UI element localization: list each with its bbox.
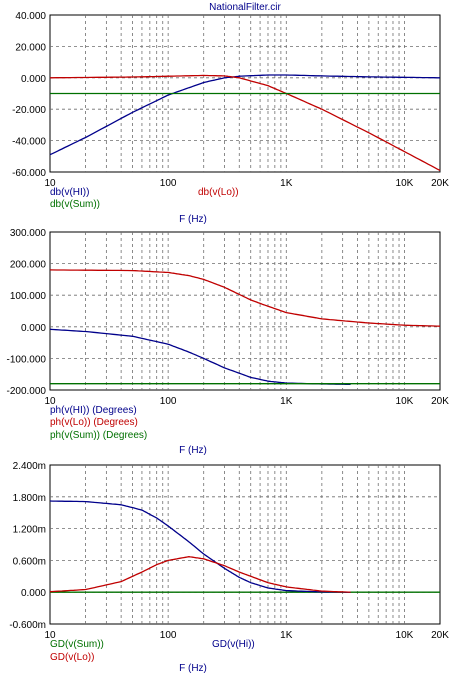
y-tick-label: 100.000 [10, 291, 47, 302]
y-tick-label: 0.000 [21, 74, 46, 85]
plot-frame [49, 231, 441, 391]
window-title: NationalFilter.cir [209, 2, 281, 13]
x-tick-label: 100 [160, 178, 177, 189]
series-line-blue [49, 500, 351, 593]
y-tick-label: -0.600m [9, 620, 46, 631]
legend-entry: db(v(Lo)) [198, 187, 239, 198]
y-tick-label: -40.000 [12, 137, 46, 148]
legend-entry: db(v(Sum)) [50, 199, 100, 210]
y-tick-label: 20.000 [15, 42, 46, 53]
legend-entry: GD(v(Lo)) [50, 652, 94, 663]
y-tick-label: 0.600m [13, 556, 46, 567]
y-tick-label: 40.000 [15, 11, 46, 22]
series-line-red [49, 74, 441, 171]
x-axis-label: F (Hz) [179, 445, 207, 456]
x-tick-label: 10K [396, 178, 414, 189]
plot-panel-1: 40.00020.0000.000-20.000-40.000-60.00010… [12, 11, 449, 225]
x-tick-label: 20K [431, 396, 449, 407]
x-tick-label: 10 [44, 178, 56, 189]
legend-entry: GD(v(Sum)) [50, 639, 104, 650]
series-line-blue [49, 74, 440, 156]
y-tick-label: -60.000 [12, 168, 46, 179]
y-tick-label: -200.000 [7, 386, 47, 397]
legend-entry: ph(v(HI)) (Degrees) [50, 405, 137, 416]
plot-frame [49, 464, 441, 625]
x-tick-label: 100 [160, 396, 177, 407]
x-tick-label: 20K [431, 630, 449, 641]
y-tick-label: 300.000 [10, 228, 47, 239]
y-tick-label: 1.200m [13, 525, 46, 536]
x-tick-label: 10K [396, 630, 414, 641]
y-tick-label: -20.000 [12, 105, 46, 116]
x-tick-label: 10 [44, 396, 56, 407]
y-tick-label: 200.000 [10, 260, 47, 271]
x-axis-label: F (Hz) [179, 214, 207, 225]
legend-entry: GD(v(Hi)) [212, 639, 255, 650]
legend-entry: db(v(HI)) [50, 187, 89, 198]
x-tick-label: 1K [280, 630, 293, 641]
x-tick-label: 10K [396, 396, 414, 407]
x-tick-label: 20K [431, 178, 449, 189]
legend-entry: ph(v(Sum)) (Degrees) [50, 430, 147, 441]
x-tick-label: 10 [44, 630, 56, 641]
x-axis-label: F (Hz) [179, 663, 207, 674]
legend-entry: ph(v(Lo)) (Degrees) [50, 417, 138, 428]
x-tick-label: 1K [280, 396, 293, 407]
y-tick-label: 2.400m [13, 461, 46, 472]
x-tick-label: 100 [160, 630, 177, 641]
y-tick-label: 1.800m [13, 493, 46, 504]
y-tick-label: -100.000 [7, 354, 47, 365]
plot-panel-2: 300.000 200.000 100.000 0.000 -100.000 -200.0… [7, 228, 450, 456]
y-tick-label: 0.000 [21, 588, 46, 599]
x-tick-label: 1K [280, 178, 293, 189]
series-line-red [49, 269, 441, 327]
series-line-red [49, 556, 351, 593]
y-tick-label: 0.000 [21, 323, 46, 334]
